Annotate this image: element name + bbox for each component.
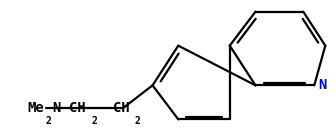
Text: N: N: [52, 101, 61, 115]
Text: 2: 2: [91, 116, 97, 126]
Text: 2: 2: [45, 116, 51, 126]
Text: N: N: [318, 78, 327, 92]
Text: CH: CH: [113, 101, 129, 115]
Text: CH: CH: [69, 101, 86, 115]
Text: 2: 2: [135, 116, 141, 126]
Text: Me: Me: [28, 101, 45, 115]
